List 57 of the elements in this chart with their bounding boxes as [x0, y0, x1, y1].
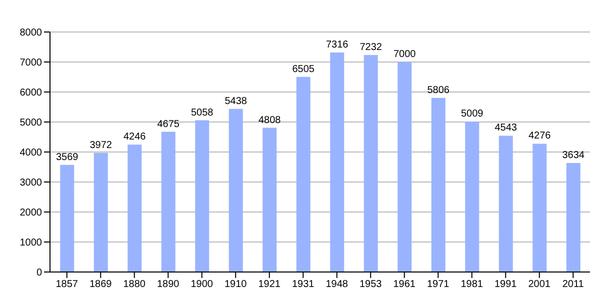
x-tick-label: 1921 [258, 279, 281, 290]
bar [465, 122, 480, 272]
data-label: 5438 [224, 96, 248, 107]
data-label: 4276 [528, 130, 552, 142]
x-tick-label: 1953 [360, 279, 382, 290]
y-tick-label: 3000 [20, 178, 42, 189]
x-tick-label: 2011 [562, 279, 584, 290]
y-tick-label: 8000 [20, 28, 42, 39]
bar [498, 136, 513, 272]
bar [296, 76, 310, 272]
bar [262, 128, 277, 272]
y-tick-label: 4000 [20, 148, 42, 159]
x-tick-label: 1991 [494, 279, 518, 290]
x-tick-label: 2001 [528, 279, 551, 290]
data-label: 7232 [360, 42, 382, 54]
data-label: 4543 [494, 122, 518, 134]
bar [566, 162, 580, 272]
data-label: 5058 [191, 107, 214, 118]
bar [398, 62, 412, 272]
y-tick-label: 2000 [20, 208, 42, 219]
x-tick-label: 1961 [393, 279, 416, 290]
x-tick-label: 1869 [90, 279, 112, 290]
bar [195, 120, 210, 272]
y-tick-label: 6000 [20, 88, 42, 99]
bar [532, 144, 547, 272]
data-label: 5806 [427, 84, 450, 96]
data-label: 4675 [157, 118, 180, 130]
data-label: 7000 [394, 49, 416, 60]
x-tick-label: 1880 [123, 279, 146, 290]
x-tick-label: 1910 [224, 279, 248, 290]
x-tick-label: 1890 [157, 279, 180, 290]
bar [94, 152, 108, 272]
x-tick-label: 1981 [460, 279, 484, 290]
x-tick-label: 1857 [56, 279, 78, 290]
y-tick-label: 5000 [20, 118, 42, 129]
data-label: 7316 [326, 40, 349, 51]
bar [330, 52, 344, 272]
x-tick-label: 1931 [292, 279, 315, 290]
x-tick-label: 1900 [190, 279, 214, 290]
data-label: 6505 [292, 64, 315, 75]
bar [228, 108, 243, 272]
data-label: 4246 [124, 132, 146, 143]
bar [431, 98, 446, 272]
y-tick-label: 7000 [20, 58, 42, 69]
bar [364, 55, 378, 272]
x-tick-label: 1971 [427, 279, 450, 290]
data-label: 3569 [56, 152, 79, 163]
data-label: 3972 [90, 140, 112, 151]
bar [128, 144, 142, 272]
y-tick-label: 0 [36, 268, 42, 279]
data-label: 5009 [461, 108, 484, 120]
y-tick-label: 1000 [20, 238, 42, 249]
data-label: 4808 [258, 114, 282, 126]
data-label: 3634 [562, 150, 585, 161]
bar [60, 164, 74, 272]
bar [161, 132, 176, 272]
x-tick-label: 1948 [326, 279, 348, 290]
